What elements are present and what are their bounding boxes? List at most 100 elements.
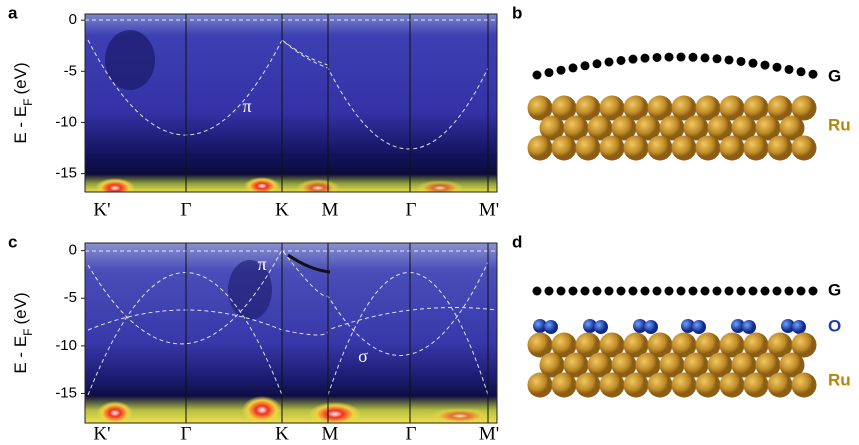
carbon-atom [809, 70, 818, 79]
y-tick-label: -5 [64, 62, 77, 79]
carbon-atom [533, 71, 542, 80]
carbon-atom [653, 53, 662, 62]
y-axis-label-part: (eV) [11, 292, 30, 324]
carbon-atom [593, 59, 602, 68]
y-tick-label: -15 [55, 384, 77, 401]
carbon-atom [713, 54, 722, 63]
carbon-atom [593, 287, 602, 296]
y-tick-label: 0 [69, 242, 77, 259]
x-tick-label: M [322, 199, 339, 220]
oxygen-atom [544, 320, 558, 334]
ru-atom [648, 136, 673, 161]
ru-atom [672, 373, 697, 398]
ru-atom [672, 136, 697, 161]
y-axis-label: E - EF (eV) [11, 62, 35, 143]
x-tick-label: M [322, 423, 339, 444]
y-axis-label: E - EF (eV) [11, 292, 35, 373]
arpes-map [85, 14, 497, 198]
ru-atom [720, 136, 745, 161]
carbon-atom [689, 53, 698, 62]
annotation: π [257, 254, 266, 274]
x-tick-label: K [275, 199, 289, 220]
y-tick-label: -10 [55, 337, 77, 354]
y-tick-label: -5 [64, 289, 77, 306]
ru-atom [792, 373, 817, 398]
carbon-atom [809, 287, 818, 296]
carbon-atom [605, 287, 614, 296]
schematic-label: Ru [828, 115, 851, 134]
carbon-atom [785, 287, 794, 296]
ru-atom [648, 373, 673, 398]
oxygen-atom [594, 320, 608, 334]
schematic-label: G [828, 66, 841, 85]
oxygen-atom [692, 320, 706, 334]
carbon-atom [617, 287, 626, 296]
carbon-atom [725, 287, 734, 296]
ru-atom [528, 136, 553, 161]
carbon-atom [557, 287, 566, 296]
panel-letter: d [512, 232, 522, 251]
x-tick-label: M' [479, 199, 499, 220]
carbon-atom [773, 63, 782, 72]
ru-atom [576, 136, 601, 161]
y-axis-label-part: E - E [11, 336, 30, 374]
carbon-atom [737, 287, 746, 296]
schematic-label: O [828, 316, 841, 335]
carbon-atom [533, 287, 542, 296]
ru-atom [696, 373, 721, 398]
schematic-label: Ru [828, 370, 851, 389]
schematic-label: G [828, 280, 841, 299]
carbon-atom [581, 61, 590, 70]
y-axis-label-part: F [21, 98, 35, 105]
carbon-atom [737, 57, 746, 66]
x-tick-label: K [275, 423, 289, 444]
carbon-atom [749, 287, 758, 296]
carbon-atom [581, 287, 590, 296]
carbon-atom [665, 287, 674, 296]
oxygen-atom [742, 320, 756, 334]
ru-atom [744, 136, 769, 161]
carbon-atom [785, 65, 794, 74]
carbon-atom [797, 287, 806, 296]
carbon-atom [701, 53, 710, 62]
ru-atom [576, 373, 601, 398]
x-tick-label: Γ [181, 199, 192, 220]
carbon-atom [641, 287, 650, 296]
x-tick-label: M' [479, 423, 499, 444]
carbon-atom [797, 67, 806, 76]
y-tick-label: -10 [55, 113, 77, 130]
schematic [528, 53, 818, 398]
panel-letter: a [8, 3, 18, 22]
carbon-atom [713, 287, 722, 296]
ru-atom [600, 373, 625, 398]
ru-atom [768, 373, 793, 398]
carbon-atom [569, 287, 578, 296]
oxygen-atom [644, 320, 658, 334]
ru-atom [600, 136, 625, 161]
panel-letter: b [512, 3, 522, 22]
carbon-atom [545, 68, 554, 77]
x-tick-label: K' [93, 423, 110, 444]
carbon-atom [617, 56, 626, 65]
y-tick-label: -15 [55, 165, 77, 182]
x-tick-label: Γ [406, 199, 417, 220]
carbon-atom [773, 287, 782, 296]
arpes-map [85, 243, 497, 426]
annotation: σ [358, 346, 368, 366]
carbon-atom [605, 57, 614, 66]
y-axis-label-part: (eV) [11, 62, 30, 94]
y-axis-label-part: E - E [11, 106, 30, 144]
panel-letter: c [8, 232, 17, 251]
carbon-atom [557, 66, 566, 75]
carbon-atom [653, 287, 662, 296]
ru-atom [792, 136, 817, 161]
carbon-atom [569, 63, 578, 72]
carbon-atom [641, 54, 650, 63]
annotation: π [242, 96, 251, 116]
ru-atom [624, 373, 649, 398]
carbon-atom [749, 59, 758, 68]
ru-atom [624, 136, 649, 161]
carbon-atom [761, 287, 770, 296]
y-axis-label-part: F [21, 328, 35, 335]
carbon-atom [701, 287, 710, 296]
